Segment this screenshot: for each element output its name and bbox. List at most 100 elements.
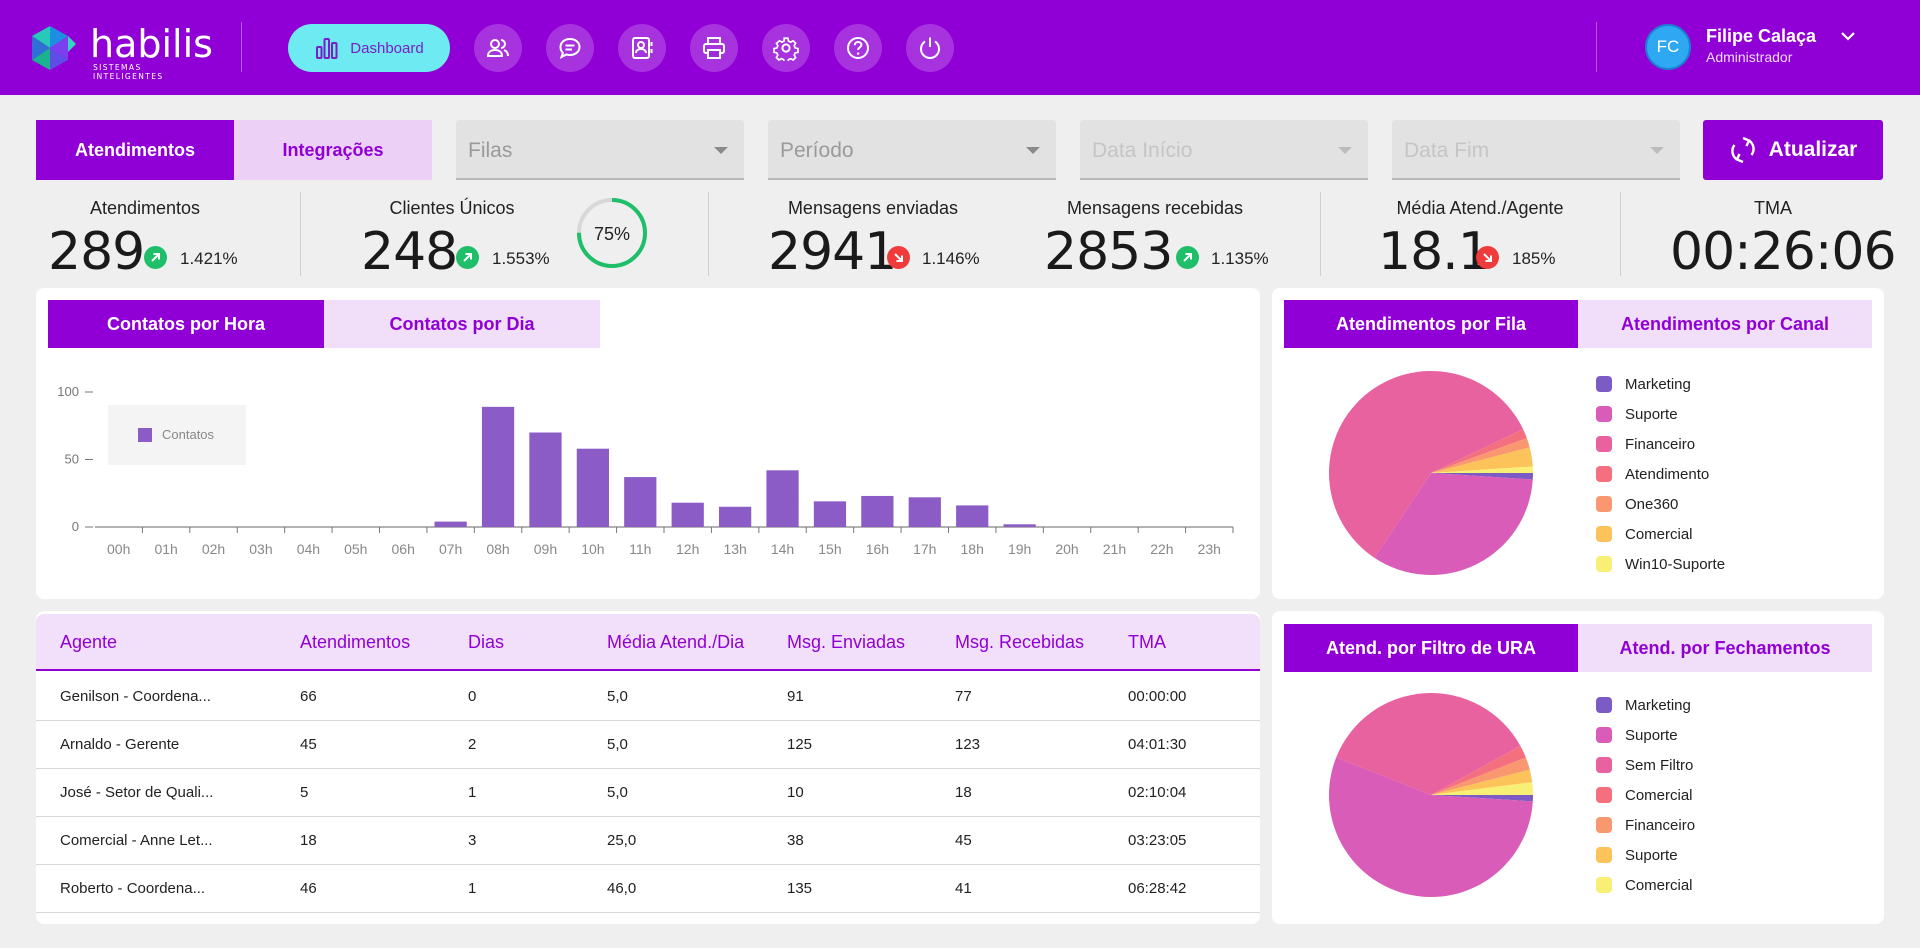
logout-button[interactable]: [906, 24, 954, 72]
legend-item[interactable]: Suporte: [1596, 720, 1695, 750]
tab-fechamentos[interactable]: Atend. por Fechamentos: [1578, 624, 1872, 672]
legend-item[interactable]: One360: [1596, 489, 1725, 519]
x-tick-label: 07h: [439, 541, 462, 557]
pie-slice-atendimento[interactable]: [1431, 429, 1527, 473]
legend-label: Comercial: [1625, 786, 1693, 804]
filter-data-fim-label: Data Fim: [1404, 139, 1490, 162]
filter-data-inicio-select[interactable]: Data Início: [1080, 120, 1368, 180]
legend-item[interactable]: Sem Filtro: [1596, 750, 1695, 780]
legend-item[interactable]: Comercial: [1596, 519, 1725, 549]
users-button[interactable]: [474, 24, 522, 72]
pie-slice-comercial[interactable]: [1431, 447, 1533, 473]
pie-slice-marketing[interactable]: [1431, 795, 1533, 802]
chevron-down-icon[interactable]: [1838, 28, 1858, 44]
legend-label: Suporte: [1625, 726, 1678, 744]
filter-data-fim-select[interactable]: Data Fim: [1392, 120, 1680, 180]
agent-media: 25,0: [607, 832, 637, 849]
legend-item[interactable]: Financeiro: [1596, 810, 1695, 840]
brand-name: habilis: [90, 22, 213, 66]
pie-slice-comercial[interactable]: [1431, 745, 1526, 795]
pie-slice-comercial[interactable]: [1431, 782, 1533, 795]
kpi-clientes-pct: 1.553%: [492, 249, 550, 268]
contacts-button[interactable]: [618, 24, 666, 72]
col-msg-recebidas[interactable]: Msg. Recebidas: [955, 632, 1085, 652]
x-tick-label: 16h: [866, 541, 889, 557]
legend-item[interactable]: Financeiro: [1596, 429, 1725, 459]
pie-slice-one360[interactable]: [1431, 438, 1530, 473]
filter-filas-select[interactable]: Filas: [456, 120, 744, 180]
bar-08h: [481, 406, 515, 527]
pie-slice-suporte[interactable]: [1329, 757, 1533, 897]
legend-swatch: [1596, 727, 1612, 743]
col-dias[interactable]: Dias: [468, 632, 505, 652]
agent-atendimentos: 46: [300, 880, 317, 897]
tab-contatos-dia[interactable]: Contatos por Dia: [324, 300, 600, 348]
brand-logo[interactable]: habilis SISTEMAS INTELIGENTES: [30, 22, 213, 81]
chat-button[interactable]: [546, 24, 594, 72]
legend-item[interactable]: Comercial: [1596, 780, 1695, 810]
filter-data-inicio-label: Data Início: [1092, 139, 1193, 162]
legend-item[interactable]: Atendimento: [1596, 459, 1725, 489]
pie-slice-suporte[interactable]: [1431, 769, 1533, 795]
col-atendimentos[interactable]: Atendimentos: [300, 632, 411, 652]
caret-down-icon: [1026, 147, 1040, 154]
agent-media: 5,0: [607, 736, 628, 753]
table-row[interactable]: Comercial - Anne Let... 18 3 25,0 38 45 03:23:…: [36, 817, 1260, 865]
col-agente[interactable]: Agente: [60, 632, 118, 652]
settings-button[interactable]: [762, 24, 810, 72]
legend-item[interactable]: Comercial: [1596, 870, 1695, 900]
print-button[interactable]: [690, 24, 738, 72]
pie-slice-marketing[interactable]: [1431, 473, 1533, 480]
x-tick-label: 14h: [771, 541, 794, 557]
tab-atendimentos-fila[interactable]: Atendimentos por Fila: [1284, 300, 1578, 348]
pie-slice-suporte[interactable]: [1374, 473, 1533, 575]
col-tma[interactable]: TMA: [1128, 632, 1166, 652]
legend-item[interactable]: Suporte: [1596, 399, 1725, 429]
pie-slice-financeiro[interactable]: [1431, 757, 1530, 795]
kpi-media-value: 18.1: [1378, 222, 1491, 282]
legend-item[interactable]: Marketing: [1596, 369, 1725, 399]
tab-atendimentos[interactable]: Atendimentos: [36, 120, 234, 180]
col-media-dia[interactable]: Média Atend./Dia: [607, 632, 745, 652]
table-row[interactable]: Arnaldo - Gerente 45 2 5,0 125 123 04:01:30: [36, 721, 1260, 769]
dashboard-button[interactable]: Dashboard: [288, 24, 450, 72]
update-button[interactable]: Atualizar: [1703, 120, 1883, 180]
legend-item[interactable]: Marketing: [1596, 690, 1695, 720]
pie-slice-financeiro[interactable]: [1329, 371, 1524, 558]
agent-atendimentos: 5: [300, 784, 309, 801]
legend-label: Marketing: [1625, 375, 1691, 393]
agent-msg-enviadas: 91: [787, 688, 804, 705]
table-row[interactable]: Roberto - Coordena... 46 1 46,0 135 41 06:28:4…: [36, 865, 1260, 913]
legend-swatch: [1596, 787, 1612, 803]
table-row[interactable]: José - Setor de Quali... 5 1 5,0 10 18 02:10:0…: [36, 769, 1260, 817]
legend-label: Atendimento: [1625, 465, 1710, 483]
tab-atendimentos-canal[interactable]: Atendimentos por Canal: [1578, 300, 1872, 348]
col-msg-enviadas[interactable]: Msg. Enviadas: [787, 632, 906, 652]
legend-swatch: [1596, 877, 1612, 893]
help-button[interactable]: [834, 24, 882, 72]
filter-periodo-select[interactable]: Período: [768, 120, 1056, 180]
agent-tma: 06:28:42: [1128, 880, 1187, 897]
tab-integracoes[interactable]: Integrações: [234, 120, 432, 180]
x-tick-label: 12h: [676, 541, 699, 557]
user-name[interactable]: Filipe Calaça: [1706, 26, 1817, 46]
ura-pie-legend: Marketing Suporte Sem Filtro Comercial Finan…: [1596, 690, 1695, 900]
table-row[interactable]: Genilson - Coordena... 66 0 5,0 91 77 00:00:00: [36, 673, 1260, 721]
tab-contatos-hora[interactable]: Contatos por Hora: [48, 300, 324, 348]
kpi-clientes-title: Clientes Únicos: [389, 198, 515, 218]
legend-item[interactable]: Suporte: [1596, 840, 1695, 870]
ura-pie-chart: [1329, 693, 1533, 897]
pie-slice-win10-suporte[interactable]: [1431, 466, 1533, 473]
legend-label: Financeiro: [1625, 816, 1696, 834]
legend-swatch: [1596, 556, 1612, 572]
pie-slice-sem-filtro[interactable]: [1336, 693, 1521, 795]
legend-item[interactable]: Win10-Suporte: [1596, 549, 1725, 579]
divider: [708, 192, 709, 276]
bar-14h: [766, 470, 799, 527]
tab-filtro-ura[interactable]: Atend. por Filtro de URA: [1284, 624, 1578, 672]
x-tick-label: 23h: [1198, 541, 1221, 557]
dashboard-icon: [316, 38, 338, 59]
agent-atendimentos: 66: [300, 688, 317, 705]
avatar[interactable]: FC: [1645, 24, 1691, 70]
trend-down-icon: [887, 246, 910, 269]
